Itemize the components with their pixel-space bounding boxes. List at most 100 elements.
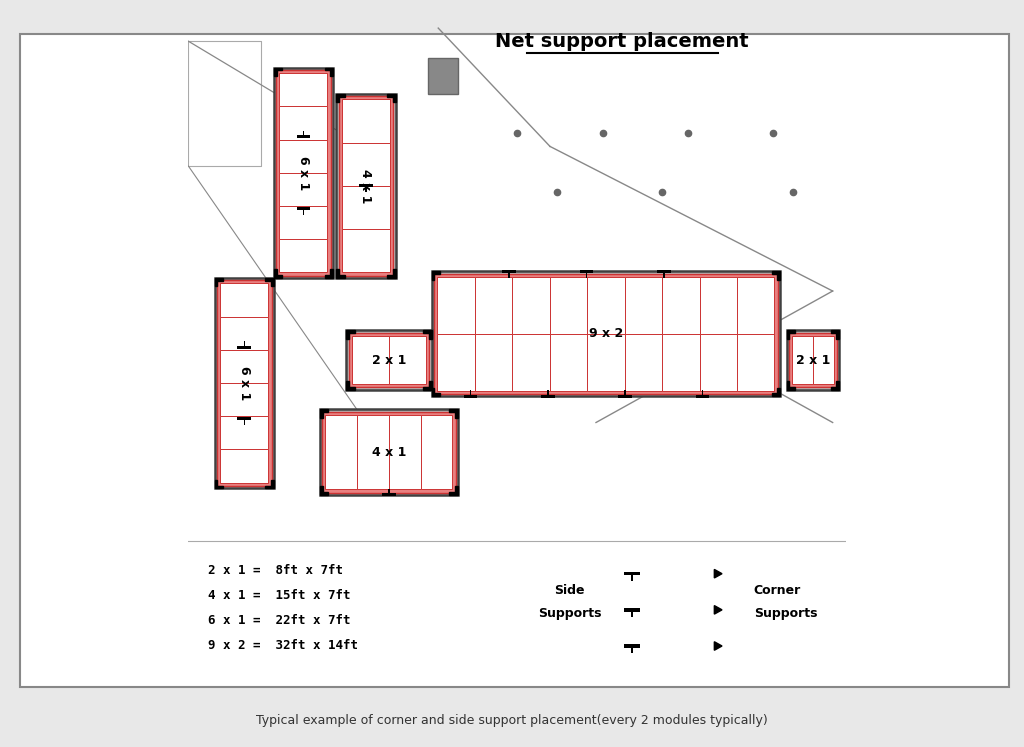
Bar xyxy=(512,277,550,334)
Bar xyxy=(699,334,737,391)
Bar xyxy=(434,273,778,394)
Bar xyxy=(657,270,671,273)
Bar xyxy=(389,336,426,384)
Text: Typical example of corner and side support placement(every 2 modules typically): Typical example of corner and side suppo… xyxy=(256,714,768,728)
Polygon shape xyxy=(786,381,796,390)
Bar xyxy=(280,73,328,106)
Bar xyxy=(238,346,251,349)
Bar xyxy=(352,336,389,384)
Bar xyxy=(220,283,268,317)
Bar xyxy=(280,239,328,273)
Bar xyxy=(348,332,429,388)
Bar xyxy=(336,94,395,278)
Polygon shape xyxy=(830,381,840,390)
Bar xyxy=(618,394,632,397)
Bar xyxy=(382,493,395,496)
Text: Corner: Corner xyxy=(754,583,801,597)
Bar xyxy=(339,96,393,276)
Polygon shape xyxy=(336,94,345,102)
Bar xyxy=(701,390,703,394)
Bar xyxy=(342,229,390,273)
Polygon shape xyxy=(786,330,796,339)
Bar xyxy=(695,394,710,397)
Polygon shape xyxy=(265,278,273,286)
Bar xyxy=(357,415,389,489)
Bar xyxy=(508,273,510,278)
Bar xyxy=(303,210,304,214)
Polygon shape xyxy=(319,486,329,495)
Polygon shape xyxy=(715,642,722,651)
Text: 9 x 2: 9 x 2 xyxy=(589,327,623,341)
Polygon shape xyxy=(432,388,440,396)
Text: 4 x 1 =  15ft x 7ft: 4 x 1 = 15ft x 7ft xyxy=(208,589,350,602)
Bar xyxy=(625,644,640,648)
Polygon shape xyxy=(715,569,722,578)
Polygon shape xyxy=(432,271,440,280)
Bar xyxy=(475,334,512,391)
Bar xyxy=(786,330,840,390)
Bar xyxy=(342,186,390,229)
Polygon shape xyxy=(325,67,333,76)
Bar xyxy=(238,418,251,421)
Polygon shape xyxy=(771,388,780,396)
Bar xyxy=(737,277,774,334)
Bar xyxy=(541,394,555,397)
Bar xyxy=(550,334,587,391)
Bar xyxy=(280,206,328,239)
Bar xyxy=(625,334,663,391)
Bar xyxy=(664,273,665,278)
Bar xyxy=(625,572,640,575)
Bar xyxy=(813,336,834,384)
Text: 6 x 1 =  22ft x 7ft: 6 x 1 = 22ft x 7ft xyxy=(208,614,350,627)
Text: Supports: Supports xyxy=(754,607,817,620)
Bar xyxy=(428,58,458,94)
Bar xyxy=(220,350,268,383)
Bar xyxy=(631,575,633,581)
Polygon shape xyxy=(336,270,345,278)
Bar xyxy=(788,332,837,388)
Bar xyxy=(631,648,633,653)
Polygon shape xyxy=(273,270,283,278)
Bar xyxy=(625,608,640,612)
Polygon shape xyxy=(215,480,223,489)
Polygon shape xyxy=(450,409,458,418)
Bar xyxy=(663,277,699,334)
Bar xyxy=(217,280,271,486)
Bar xyxy=(276,69,331,276)
Bar xyxy=(297,207,310,210)
Bar xyxy=(280,140,328,173)
Bar xyxy=(631,612,633,617)
Polygon shape xyxy=(273,67,283,76)
Text: 9 x 2 =  32ft x 14ft: 9 x 2 = 32ft x 14ft xyxy=(208,639,358,652)
Bar xyxy=(547,390,549,394)
Bar xyxy=(297,135,310,138)
Bar xyxy=(319,409,458,495)
Text: Side: Side xyxy=(554,583,585,597)
Bar xyxy=(587,334,625,391)
Bar xyxy=(625,277,663,334)
Bar xyxy=(220,317,268,350)
Bar xyxy=(220,450,268,483)
Text: 2 x 1: 2 x 1 xyxy=(796,353,830,367)
Bar xyxy=(580,270,593,273)
Bar xyxy=(421,415,453,489)
Text: 6 x 1: 6 x 1 xyxy=(238,366,251,400)
Bar xyxy=(432,271,780,396)
Bar xyxy=(359,185,373,187)
Bar xyxy=(346,330,432,390)
Bar xyxy=(502,270,516,273)
Polygon shape xyxy=(346,381,354,390)
Text: 4 x 1: 4 x 1 xyxy=(359,169,373,203)
Bar xyxy=(326,415,357,489)
Bar xyxy=(273,67,333,278)
Polygon shape xyxy=(423,330,432,339)
Bar xyxy=(512,334,550,391)
Bar xyxy=(625,390,626,394)
Text: 2 x 1: 2 x 1 xyxy=(372,353,407,367)
Polygon shape xyxy=(265,480,273,489)
Bar xyxy=(215,278,273,489)
Text: 4 x 1: 4 x 1 xyxy=(372,445,407,459)
Text: Supports: Supports xyxy=(538,607,601,620)
Text: 2 x 1 =  8ft x 7ft: 2 x 1 = 8ft x 7ft xyxy=(208,564,343,577)
Bar xyxy=(475,277,512,334)
